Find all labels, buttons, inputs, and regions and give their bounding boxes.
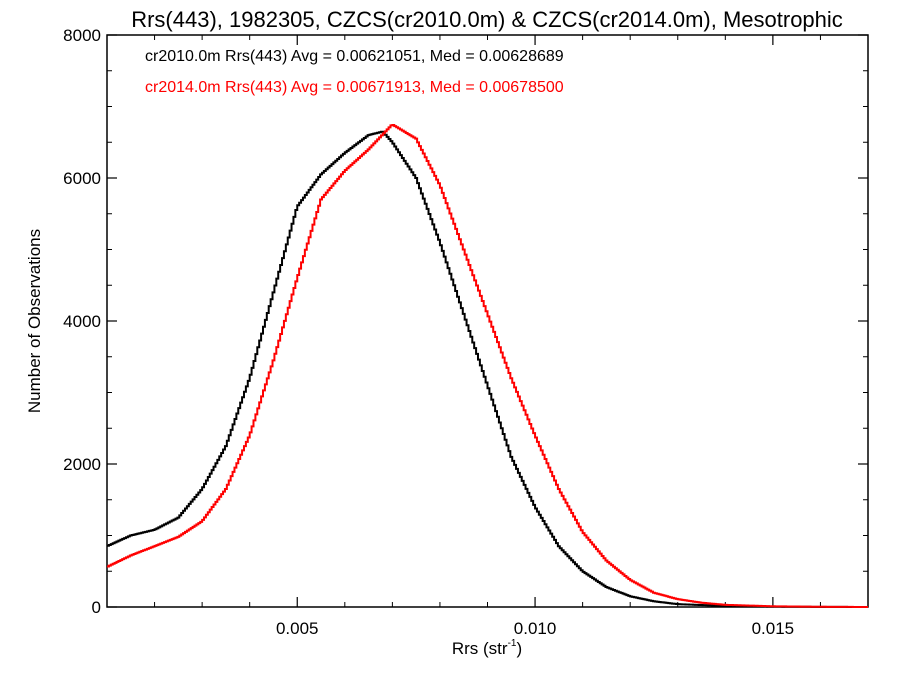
legend-entry-cr2014: cr2014.0m Rrs(443) Avg = 0.00671913, Med… (145, 79, 564, 96)
x-tick-label: 0.005 (276, 619, 319, 638)
series-group (107, 123, 868, 608)
chart-title: Rrs(443), 1982305, CZCS(cr2010.0m) & CZC… (131, 7, 843, 32)
y-tick-label: 6000 (63, 169, 101, 188)
y-tick-label: 0 (92, 598, 101, 617)
y-axis-label: Number of Observations (25, 229, 44, 413)
series-cr2010.0m-line (107, 130, 868, 608)
y-tick-label: 4000 (63, 312, 101, 331)
plot-frame (106, 34, 869, 608)
x-tick-label: 0.010 (514, 619, 557, 638)
y-tick-label: 2000 (63, 455, 101, 474)
x-axis-label-main: Rrs (str (452, 639, 508, 658)
x-axis-label-close: ) (516, 639, 522, 658)
x-axis-label: Rrs (str-1) (452, 638, 522, 658)
y-axis: 0 2000 4000 6000 8000 (63, 26, 868, 617)
x-axis: 0.005 0.010 0.015 (106, 35, 869, 638)
legend-entry-cr2010: cr2010.0m Rrs(443) Avg = 0.00621051, Med… (145, 48, 564, 65)
series-cr2014.0m-line (107, 123, 868, 608)
x-tick-label: 0.015 (752, 619, 795, 638)
x-axis-label-sup: -1 (508, 638, 517, 649)
y-tick-label: 8000 (63, 26, 101, 45)
